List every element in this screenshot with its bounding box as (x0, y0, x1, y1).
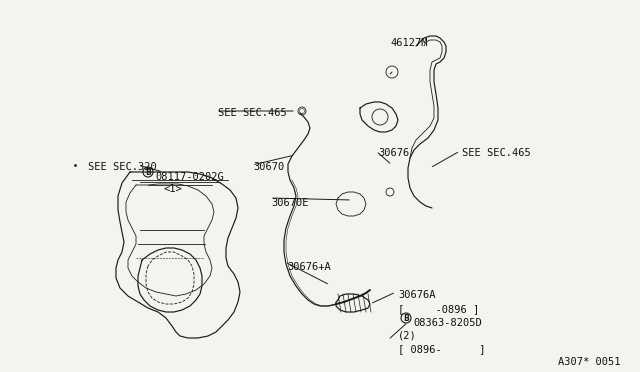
Text: 08363-8205D: 08363-8205D (413, 318, 482, 328)
Text: [ 0896-      ]: [ 0896- ] (398, 344, 486, 354)
Text: 30670: 30670 (253, 162, 284, 172)
Text: A307* 0051: A307* 0051 (558, 357, 621, 367)
Text: 46127M: 46127M (390, 38, 428, 48)
Text: B: B (403, 314, 409, 323)
Text: SEE SEC.465: SEE SEC.465 (462, 148, 531, 158)
Text: SEE SEC.465: SEE SEC.465 (218, 108, 287, 118)
Text: (2): (2) (398, 331, 417, 341)
Text: B: B (145, 168, 151, 177)
Text: <1>: <1> (163, 184, 182, 194)
Text: [     -0896 ]: [ -0896 ] (398, 304, 479, 314)
Text: 30676+A: 30676+A (287, 262, 331, 272)
Text: SEE SEC.320: SEE SEC.320 (88, 162, 157, 172)
Text: 30676A: 30676A (398, 290, 435, 300)
Text: 08117-0202G: 08117-0202G (155, 172, 224, 182)
Text: 30670E: 30670E (271, 198, 308, 208)
Text: 30676: 30676 (378, 148, 409, 158)
